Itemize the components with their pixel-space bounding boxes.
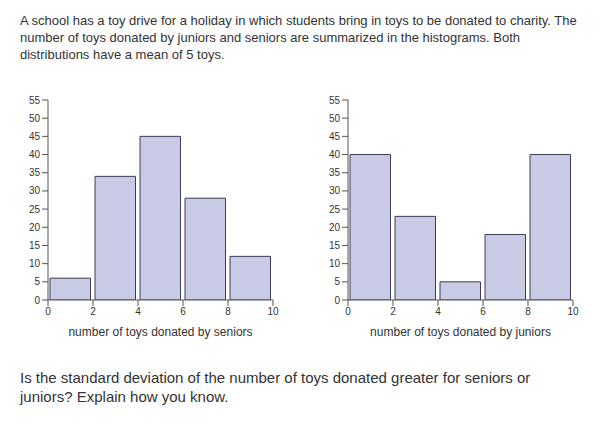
svg-text:4: 4 bbox=[135, 306, 141, 317]
svg-text:8: 8 bbox=[525, 306, 531, 317]
svg-text:6: 6 bbox=[480, 306, 486, 317]
svg-text:5: 5 bbox=[34, 276, 40, 287]
svg-text:20: 20 bbox=[29, 222, 41, 233]
svg-text:5: 5 bbox=[334, 276, 340, 287]
svg-text:15: 15 bbox=[29, 240, 41, 251]
html-text:Is the standard deviation of t: Is the standard deviation of the number … bbox=[20, 369, 531, 405]
svg-text:8: 8 bbox=[225, 306, 231, 317]
svg-text:30: 30 bbox=[329, 185, 341, 196]
svg-text:0: 0 bbox=[334, 295, 340, 306]
svg-text:10: 10 bbox=[267, 306, 279, 317]
svg-text:2: 2 bbox=[390, 306, 396, 317]
svg-text:45: 45 bbox=[329, 131, 341, 142]
svg-text:2: 2 bbox=[90, 306, 96, 317]
svg-text:35: 35 bbox=[29, 167, 41, 178]
svg-text:40: 40 bbox=[329, 149, 341, 160]
svg-text:30: 30 bbox=[29, 185, 41, 196]
svg-text:0: 0 bbox=[45, 306, 51, 317]
svg-text:20: 20 bbox=[329, 222, 341, 233]
svg-text:6: 6 bbox=[180, 306, 186, 317]
svg-text:45: 45 bbox=[29, 131, 41, 142]
svg-text:10: 10 bbox=[567, 306, 579, 317]
svg-text:number of toys donated by seni: number of toys donated by seniors bbox=[68, 325, 252, 339]
svg-text:4: 4 bbox=[435, 306, 441, 317]
html-text:A school has a toy drive for a: A school has a toy drive for a holiday i… bbox=[20, 13, 577, 62]
svg-text:25: 25 bbox=[329, 204, 341, 215]
svg-text:25: 25 bbox=[29, 204, 41, 215]
svg-text:0: 0 bbox=[345, 306, 351, 317]
svg-text:10: 10 bbox=[29, 258, 41, 269]
svg-text:10: 10 bbox=[329, 258, 341, 269]
svg-text:35: 35 bbox=[329, 167, 341, 178]
svg-text:50: 50 bbox=[329, 113, 341, 124]
svg-text:15: 15 bbox=[329, 240, 341, 251]
svg-text:55: 55 bbox=[29, 95, 41, 106]
svg-text:0: 0 bbox=[34, 295, 40, 306]
svg-text:55: 55 bbox=[329, 95, 341, 106]
svg-text:40: 40 bbox=[29, 149, 41, 160]
svg-text:number of toys donated by juni: number of toys donated by juniors bbox=[370, 325, 551, 339]
svg-text:50: 50 bbox=[29, 113, 41, 124]
